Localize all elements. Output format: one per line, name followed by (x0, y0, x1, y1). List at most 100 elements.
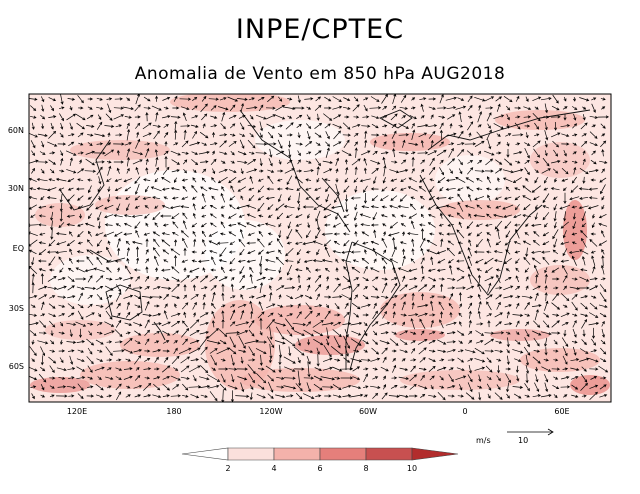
wind-arrow (334, 193, 340, 204)
wind-arrow (363, 265, 368, 274)
wind-arrow (77, 95, 84, 104)
wind-arrow (238, 349, 247, 353)
wind-arrow (601, 148, 605, 157)
wind-arrow (342, 106, 351, 110)
wind-arrow (601, 133, 606, 137)
wind-arrow (96, 331, 103, 335)
wind-arrow (240, 195, 244, 201)
wind-arrow (364, 139, 368, 148)
wind-arrow (552, 140, 560, 148)
wind-arrow (568, 250, 580, 254)
wind-arrow (544, 300, 549, 311)
wind-arrow (218, 259, 227, 263)
wind-arrow (534, 133, 540, 137)
wind-arrow (371, 133, 380, 137)
wind-arrow (591, 97, 597, 101)
wind-arrow (544, 140, 548, 148)
wind-arrow (420, 213, 424, 218)
wind-arrow (230, 304, 236, 308)
wind-arrow (286, 277, 293, 281)
wind-arrow (313, 204, 322, 210)
wind-arrow (257, 185, 265, 193)
wind-arrow (48, 178, 55, 182)
wind-arrow (363, 249, 367, 255)
wind-arrow (446, 348, 456, 353)
wind-arrow (182, 320, 188, 328)
wind-arrow (360, 223, 370, 227)
wind-arrow (352, 259, 359, 263)
wind-arrow (411, 97, 416, 101)
wind-arrow (316, 249, 320, 256)
wind-arrow (40, 301, 45, 311)
wind-arrow (67, 303, 75, 309)
wind-arrow (496, 151, 502, 155)
wind-arrow (58, 256, 65, 266)
wind-arrow (307, 361, 311, 378)
wind-arrow (143, 367, 152, 371)
wind-arrow (400, 94, 407, 103)
wind-arrow (278, 96, 283, 102)
wind-arrow (532, 140, 541, 148)
wind-arrow (340, 376, 354, 380)
wind-arrow (114, 97, 123, 101)
wind-arrow (96, 142, 104, 146)
wind-arrow (448, 264, 453, 275)
wind-arrow (142, 196, 151, 200)
wind-arrow (398, 123, 410, 129)
wind-arrow (180, 356, 190, 364)
wind-arrow (350, 321, 363, 326)
wind-arrow (544, 150, 548, 157)
wind-arrow (104, 214, 114, 219)
wind-arrow (496, 375, 501, 382)
wind-arrow (399, 241, 407, 245)
wind-arrow (182, 212, 188, 220)
wind-arrow (350, 250, 361, 254)
wind-arrow (581, 394, 587, 398)
wind-arrow (391, 322, 397, 326)
wind-arrow (188, 365, 201, 373)
wind-arrow (116, 312, 121, 318)
wind-arrow (77, 383, 84, 391)
wind-arrow (126, 148, 131, 158)
wind-arrow (363, 104, 368, 112)
wind-arrow (106, 394, 113, 398)
wind-arrow (533, 196, 540, 200)
wind-arrow (322, 357, 333, 362)
wind-arrow (560, 241, 570, 246)
wind-arrow (190, 294, 199, 300)
wind-arrow (144, 286, 150, 290)
wind-arrow (163, 277, 170, 281)
wind-arrow (601, 168, 605, 174)
wind-arrow (373, 258, 377, 264)
wind-arrow (174, 129, 178, 140)
wind-arrow (106, 259, 112, 263)
wind-arrow (286, 241, 292, 245)
wind-arrow (553, 394, 558, 399)
wind-arrow (389, 221, 398, 229)
wind-arrow (258, 230, 264, 237)
wind-arrow (191, 151, 199, 155)
wind-arrow (67, 178, 75, 182)
wind-arrow (219, 383, 227, 391)
wind-arrow (380, 214, 388, 218)
wind-arrow (439, 159, 444, 164)
wind-arrow (69, 122, 73, 130)
wind-arrow (227, 384, 238, 390)
wind-arrow (436, 268, 446, 272)
wind-arrow (361, 205, 369, 209)
wind-arrow (362, 241, 369, 245)
wind-arrow (332, 250, 341, 254)
wind-arrow (144, 338, 150, 346)
wind-arrow (409, 203, 416, 211)
wind-arrow (419, 195, 425, 200)
wind-arrow (552, 313, 560, 317)
wind-arrow (332, 384, 342, 390)
wind-arrow (221, 292, 225, 301)
wind-arrow (303, 376, 314, 380)
wind-arrow (257, 384, 265, 390)
wind-arrow (307, 339, 311, 346)
wind-arrow (449, 168, 453, 174)
wind-arrow (47, 276, 57, 282)
wind-arrow (255, 348, 267, 355)
wind-arrow (362, 277, 369, 281)
